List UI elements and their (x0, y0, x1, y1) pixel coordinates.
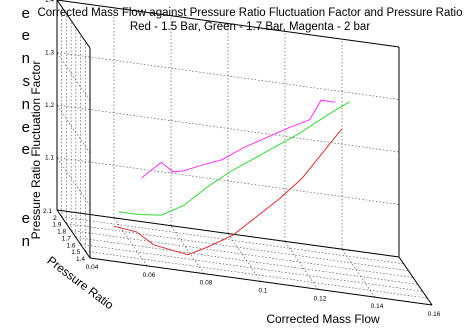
z-axis-label: Pressure Ratio Fluctuation Factor (30, 61, 43, 240)
x-tick-label: 0.08 (200, 280, 213, 287)
grid-line-x-floor (341, 248, 376, 298)
grid-line-y-floor (75, 237, 418, 285)
grid-line-z-side (56, 104, 91, 154)
axis-box-edge (56, 209, 400, 258)
axis-box-edge (398, 256, 433, 306)
series-line-2-bar (141, 99, 336, 179)
grid-line-z-back (56, 104, 400, 153)
grid-line-z-side (56, 157, 91, 206)
side-letter: n (21, 50, 30, 67)
figure-window: Corrected Mass Flow against Pressure Rat… (29, 0, 470, 326)
grid-line-y-floor (85, 250, 428, 299)
grid-line-z-back (56, 52, 400, 100)
series-line-1.5-bar (113, 128, 343, 256)
grid-line-y-floor (80, 243, 423, 292)
grid-line-y-floor (71, 230, 414, 278)
axis-box-edge (56, 0, 91, 49)
side-letter: e (21, 27, 30, 44)
side-letter: s (22, 73, 31, 90)
axis-box-edge (89, 257, 433, 306)
grid-line-x-floor (284, 241, 319, 290)
side-letter: e (21, 5, 30, 22)
grid-line-z-side (56, 52, 91, 101)
series-line-1.7-bar (118, 101, 350, 216)
grid-line-x-floor (227, 233, 262, 282)
side-letter: e (21, 119, 30, 136)
x-tick-label: 0.1 (258, 288, 267, 295)
chart-3d-plot: Corrected Mass Flow against Pressure Rat… (29, 0, 463, 326)
z-tick-label: 1.2 (45, 102, 54, 109)
grid-line-z-back (56, 157, 400, 205)
axis-box-edge (56, 0, 400, 48)
grid-line-x-floor (113, 217, 148, 267)
x-tick-label: 0.14 (371, 303, 384, 310)
grid-line-x-floor (170, 225, 205, 274)
y-tick-label: 1.7 (62, 235, 71, 242)
series-layer (113, 99, 350, 256)
y-tick-label: 2.1 (43, 208, 52, 215)
x-tick-label: 0.04 (86, 264, 99, 271)
y-tick-label: 1.9 (52, 222, 61, 229)
x-axis-label: Corrected Mass Flow (266, 312, 380, 325)
y-tick-label: 1.4 (76, 256, 85, 263)
chart-title: Corrected Mass Flow against Pressure Rat… (37, 7, 462, 19)
x-tick-label: 0.12 (314, 295, 327, 302)
y-tick-label: 1.6 (67, 242, 76, 249)
side-letter: e (21, 141, 30, 158)
axis-box-edge (56, 209, 91, 259)
y-tick-label: 1.8 (57, 229, 66, 236)
grid-line-y-floor (61, 216, 404, 265)
side-letter: n (21, 233, 30, 250)
grid-line-y-floor (66, 223, 409, 272)
y-tick-label: 1.5 (71, 249, 80, 256)
y-tick-label: 2 (53, 215, 57, 222)
x-tick-label: 0.16 (428, 311, 441, 318)
z-tick-label: 1.3 (45, 50, 54, 57)
z-tick-label: 1.4 (45, 0, 54, 4)
axes-layer: 0.040.060.080.10.120.140.161.41.51.61.71… (43, 0, 441, 318)
side-letter: n (21, 96, 30, 113)
x-tick-label: 0.06 (143, 272, 156, 279)
side-letter: e (21, 210, 30, 227)
z-tick-label: 1.1 (45, 155, 54, 162)
